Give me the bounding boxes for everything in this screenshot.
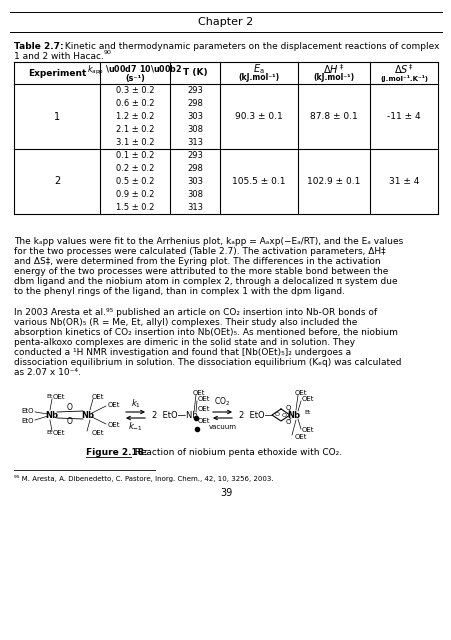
Text: OEt: OEt bbox=[295, 434, 307, 440]
Text: (s⁻¹): (s⁻¹) bbox=[125, 74, 145, 83]
Text: Et: Et bbox=[46, 394, 52, 399]
Text: O: O bbox=[281, 413, 286, 418]
Text: (kJ.mol⁻¹): (kJ.mol⁻¹) bbox=[238, 74, 279, 83]
Text: 2  EtO—Nb: 2 EtO—Nb bbox=[152, 410, 198, 419]
Text: 0.5 ± 0.2: 0.5 ± 0.2 bbox=[115, 177, 154, 186]
Text: OEt: OEt bbox=[193, 390, 205, 396]
Text: 293: 293 bbox=[187, 151, 202, 160]
Text: OEt: OEt bbox=[53, 394, 65, 400]
Text: for the two processes were calculated (Table 2.7). The activation parameters, ΔH: for the two processes were calculated (T… bbox=[14, 247, 385, 256]
Text: Nb: Nb bbox=[81, 410, 94, 419]
Text: energy of the two processes were attributed to the more stable bond between the: energy of the two processes were attribu… bbox=[14, 267, 387, 276]
Text: $\Delta H^\ddagger$: $\Delta H^\ddagger$ bbox=[322, 62, 344, 76]
Text: OEt: OEt bbox=[301, 396, 314, 402]
Text: OEt: OEt bbox=[198, 396, 210, 402]
Text: Nb: Nb bbox=[46, 410, 58, 419]
Text: OEt: OEt bbox=[108, 422, 120, 428]
Text: OEt: OEt bbox=[92, 394, 104, 400]
Text: OEt: OEt bbox=[92, 430, 104, 436]
Text: ⁹⁵ M. Aresta, A. Dibenedetto, C. Pastore, Inorg. Chem., 42, 10, 3256, 2003.: ⁹⁵ M. Aresta, A. Dibenedetto, C. Pastore… bbox=[14, 475, 273, 482]
Text: EtO: EtO bbox=[22, 408, 34, 414]
Text: 1 and 2 with Hacac.: 1 and 2 with Hacac. bbox=[14, 52, 104, 61]
Text: O: O bbox=[274, 412, 279, 417]
Text: dbm ligand and the niobium atom in complex 2, through a delocalized π system due: dbm ligand and the niobium atom in compl… bbox=[14, 277, 397, 286]
Text: O: O bbox=[67, 417, 73, 426]
Text: OEt: OEt bbox=[108, 402, 120, 408]
Text: 0.1 ± 0.2: 0.1 ± 0.2 bbox=[115, 151, 154, 160]
Text: absorption kinetics of CO₂ insertion into Nb(OEt)₅. As mentioned before, the nio: absorption kinetics of CO₂ insertion int… bbox=[14, 328, 397, 337]
Text: OEt: OEt bbox=[198, 418, 210, 424]
Text: $E_\mathrm{a}$: $E_\mathrm{a}$ bbox=[253, 62, 264, 76]
Text: EtO: EtO bbox=[22, 418, 34, 424]
Text: conducted a ¹H NMR investigation and found that [Nb(OEt)₅]₂ undergoes a: conducted a ¹H NMR investigation and fou… bbox=[14, 348, 350, 357]
Text: 298: 298 bbox=[187, 164, 202, 173]
Text: OEt: OEt bbox=[301, 427, 314, 433]
Text: The kₐpp values were fit to the Arrhenius plot, kₐpp = Aₐxp(−Eₐ/RT), and the Eₐ : The kₐpp values were fit to the Arrheniu… bbox=[14, 237, 402, 246]
Text: Figure 2.18:: Figure 2.18: bbox=[86, 448, 147, 457]
Text: to the phenyl rings of the ligand, than in complex 1 with the dpm ligand.: to the phenyl rings of the ligand, than … bbox=[14, 287, 344, 296]
Text: penta-alkoxo complexes are dimeric in the solid state and in solution. They: penta-alkoxo complexes are dimeric in th… bbox=[14, 338, 354, 347]
Text: 0.3 ± 0.2: 0.3 ± 0.2 bbox=[115, 86, 154, 95]
Text: 90.3 ± 0.1: 90.3 ± 0.1 bbox=[235, 112, 282, 121]
Text: 0.2 ± 0.2: 0.2 ± 0.2 bbox=[115, 164, 154, 173]
Text: 313: 313 bbox=[187, 138, 202, 147]
Text: 298: 298 bbox=[187, 99, 202, 108]
Text: 1.5 ± 0.2: 1.5 ± 0.2 bbox=[115, 203, 154, 212]
Text: 90: 90 bbox=[104, 50, 112, 55]
Text: Et: Et bbox=[46, 431, 52, 435]
Text: $k_\mathrm{app}$ \u00d7 10\u00b2: $k_\mathrm{app}$ \u00d7 10\u00b2 bbox=[87, 63, 182, 77]
Text: 303: 303 bbox=[187, 112, 202, 121]
Text: -11 ± 4: -11 ± 4 bbox=[387, 112, 420, 121]
Text: (J.mol⁻¹.K⁻¹): (J.mol⁻¹.K⁻¹) bbox=[379, 74, 427, 81]
Text: 313: 313 bbox=[187, 203, 202, 212]
Text: dissociation equilibrium in solution. The dissociation equilibrium (Kₑq) was cal: dissociation equilibrium in solution. Th… bbox=[14, 358, 400, 367]
Text: Table 2.7:: Table 2.7: bbox=[14, 42, 64, 51]
Text: Experiment: Experiment bbox=[28, 68, 86, 77]
Text: 293: 293 bbox=[187, 86, 202, 95]
Text: $k_{-1}$: $k_{-1}$ bbox=[128, 420, 143, 433]
Text: various Nb(OR)₅ (R = Me, Et, allyl) complexes. Their study also included the: various Nb(OR)₅ (R = Me, Et, allyl) comp… bbox=[14, 318, 357, 327]
Text: (kJ.mol⁻¹): (kJ.mol⁻¹) bbox=[313, 74, 354, 83]
Text: $k_1$: $k_1$ bbox=[130, 397, 140, 410]
Text: 102.9 ± 0.1: 102.9 ± 0.1 bbox=[307, 177, 360, 186]
Text: 2.1 ± 0.2: 2.1 ± 0.2 bbox=[115, 125, 154, 134]
Text: O: O bbox=[67, 403, 73, 413]
Text: 1.2 ± 0.2: 1.2 ± 0.2 bbox=[115, 112, 154, 121]
Text: CO$_2$: CO$_2$ bbox=[214, 396, 230, 408]
Text: O: O bbox=[285, 419, 290, 425]
Text: T (K): T (K) bbox=[182, 68, 207, 77]
Text: Nb: Nb bbox=[287, 410, 300, 419]
Text: OEt: OEt bbox=[198, 406, 210, 412]
Text: as 2.07 x 10⁻⁴.: as 2.07 x 10⁻⁴. bbox=[14, 368, 81, 377]
Text: 3.1 ± 0.2: 3.1 ± 0.2 bbox=[115, 138, 154, 147]
Text: 105.5 ± 0.1: 105.5 ± 0.1 bbox=[232, 177, 285, 186]
Text: 308: 308 bbox=[187, 190, 202, 199]
Text: In 2003 Aresta et al.⁹⁵ published an article on CO₂ insertion into Nb-OR bonds o: In 2003 Aresta et al.⁹⁵ published an art… bbox=[14, 308, 376, 317]
Text: 39: 39 bbox=[219, 488, 232, 498]
Text: 0.6 ± 0.2: 0.6 ± 0.2 bbox=[115, 99, 154, 108]
Text: and ΔS‡, were determined from the Eyring plot. The differences in the activation: and ΔS‡, were determined from the Eyring… bbox=[14, 257, 380, 266]
Text: 303: 303 bbox=[187, 177, 202, 186]
Text: OEt: OEt bbox=[53, 430, 65, 436]
Text: Chapter 2: Chapter 2 bbox=[198, 17, 253, 27]
Text: Reaction of niobium penta ethoxide with CO₂.: Reaction of niobium penta ethoxide with … bbox=[132, 448, 341, 457]
Text: OEt: OEt bbox=[295, 390, 307, 396]
Text: Kinetic and thermodynamic parameters on the displacement reactions of complex: Kinetic and thermodynamic parameters on … bbox=[62, 42, 438, 51]
Text: 0.9 ± 0.2: 0.9 ± 0.2 bbox=[115, 190, 154, 199]
Text: Et: Et bbox=[304, 410, 310, 415]
Text: 2: 2 bbox=[54, 177, 60, 186]
Text: O: O bbox=[285, 405, 290, 411]
Text: 2  EtO—: 2 EtO— bbox=[239, 410, 272, 419]
Text: 308: 308 bbox=[187, 125, 202, 134]
Text: $\Delta S^\ddagger$: $\Delta S^\ddagger$ bbox=[393, 62, 413, 76]
Text: 1: 1 bbox=[54, 111, 60, 122]
Text: 87.8 ± 0.1: 87.8 ± 0.1 bbox=[309, 112, 357, 121]
Text: 31 ± 4: 31 ± 4 bbox=[388, 177, 418, 186]
Text: vacuum: vacuum bbox=[208, 424, 236, 430]
